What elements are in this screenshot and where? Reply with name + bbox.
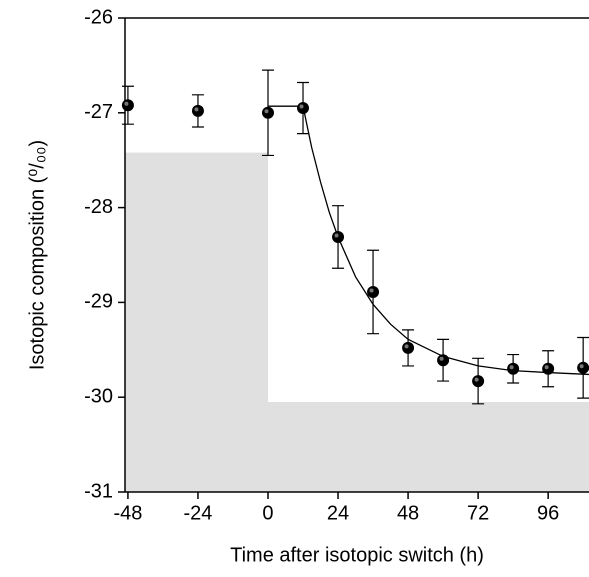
data-point: [402, 341, 415, 354]
y-tick-label: -30: [84, 385, 113, 407]
x-tick-label: 96: [537, 502, 559, 524]
y-tick-label: -29: [84, 291, 113, 313]
data-point: [121, 99, 134, 112]
x-tick-label: 0: [262, 502, 273, 524]
x-tick-label: -48: [113, 502, 142, 524]
point-highlight: [194, 107, 199, 112]
point-highlight: [124, 101, 129, 106]
x-tick-label: 48: [397, 502, 419, 524]
y-tick-label: -26: [84, 6, 113, 28]
y-tick-label: -31: [84, 480, 113, 502]
x-tick-label: 72: [467, 502, 489, 524]
point-highlight: [544, 365, 549, 370]
data-point: [191, 104, 204, 117]
data-point: [577, 361, 589, 374]
data-point: [437, 354, 450, 367]
point-highlight: [439, 356, 444, 361]
point-highlight: [404, 344, 409, 349]
fit-line: [267, 105, 589, 376]
x-tick-label: -24: [184, 502, 213, 524]
shaded-region: [125, 152, 268, 492]
point-highlight: [509, 365, 514, 370]
shaded-region: [267, 401, 589, 492]
x-tick-label: 24: [327, 502, 349, 524]
point-highlight: [369, 288, 374, 293]
point-highlight: [264, 109, 269, 114]
y-tick-label: -28: [84, 196, 113, 218]
y-tick-label: -27: [84, 101, 113, 123]
point-highlight: [474, 377, 479, 382]
data-point: [542, 362, 555, 375]
data-point: [297, 102, 310, 115]
data-point: [332, 230, 345, 243]
data-point: [367, 285, 380, 298]
data-point: [507, 362, 520, 375]
data-point: [261, 106, 274, 119]
point-highlight: [334, 233, 339, 238]
point-highlight: [299, 104, 304, 109]
data-point: [472, 375, 485, 388]
point-highlight: [579, 364, 584, 369]
x-axis-label: Time after isotopic switch (h): [230, 544, 484, 566]
y-axis-label: Isotopic composition (⁰/₀₀): [26, 140, 48, 370]
